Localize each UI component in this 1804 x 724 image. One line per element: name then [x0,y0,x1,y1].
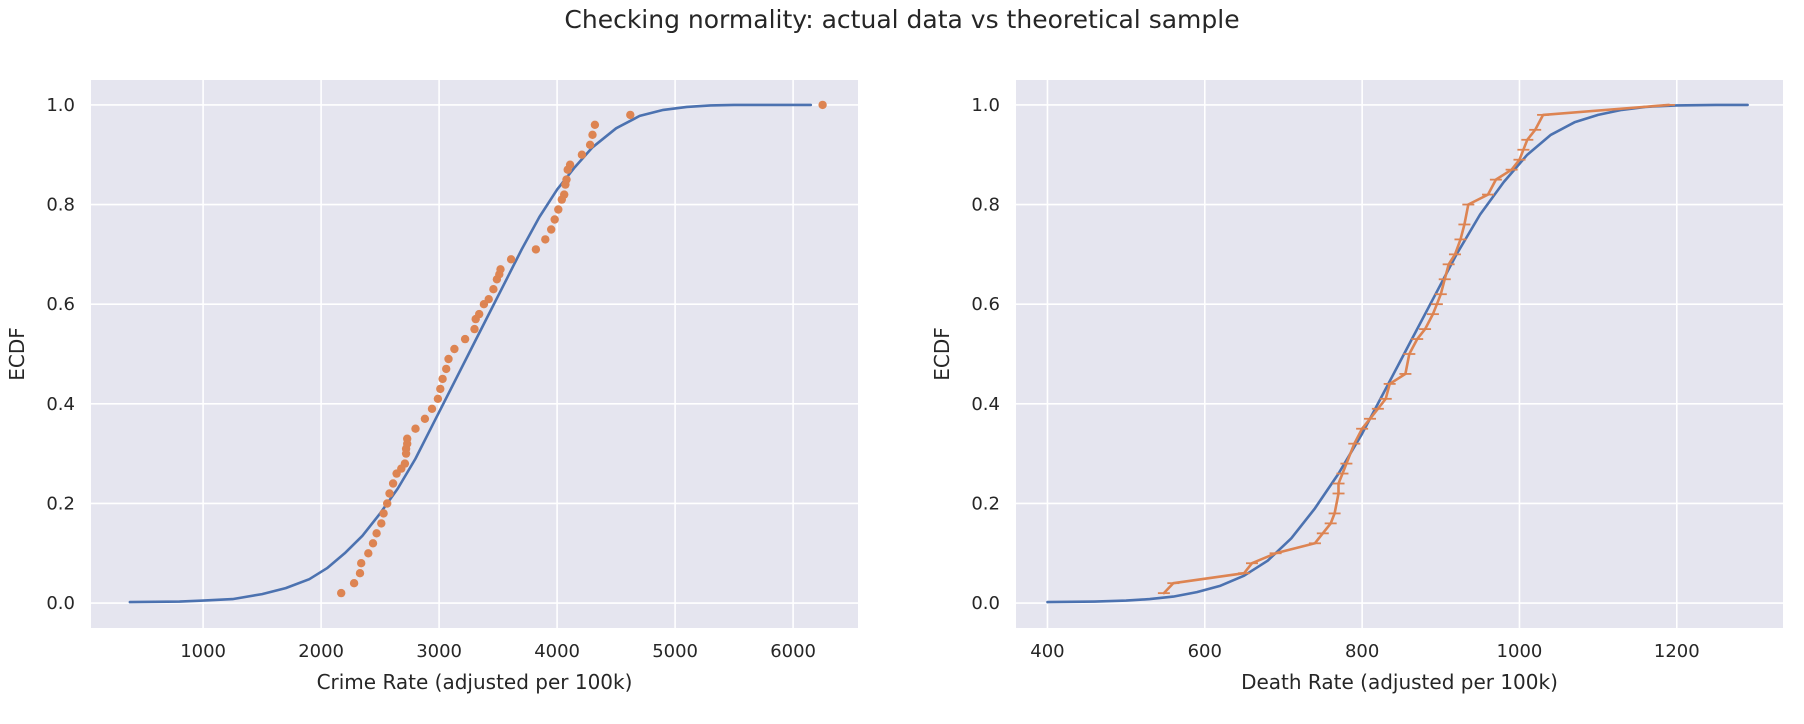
actual-data-point [364,549,373,558]
actual-data-point [337,588,346,598]
plot-area [91,80,858,628]
actual-data-point [531,245,541,254]
crime-rate-ecdf-chart: 1000 2000 3000 4000 5000 6000 0.0 0.2 0.4 0.6 0.8 1… [5,80,858,694]
actual-data-point [388,479,398,488]
y-tick-label: 0.6 [971,294,1000,315]
actual-data-point [355,569,365,578]
actual-data-point [484,295,493,304]
actual-data-point [550,215,559,224]
x-tick-label: 5000 [652,641,698,662]
y-tick-label: 0.2 [46,493,75,514]
theoretical-ecdf-line [128,103,813,604]
actual-data-point [379,509,388,518]
x-tick-label: 600 [1188,641,1222,662]
actual-data-point [506,255,516,264]
actual-data-point [547,225,556,234]
actual-data-point [554,205,563,214]
actual-data-point [626,110,635,120]
x-tick-label: 2000 [298,641,344,662]
y-tick-label: 0.0 [971,593,1000,614]
x-axis-label: Crime Rate (adjusted per 100k) [317,670,633,694]
actual-data-point [368,539,378,548]
actual-data-point [438,374,447,384]
y-tick-label: 1.0 [46,95,75,116]
actual-data-point [475,309,484,319]
actual-data-point [357,559,366,568]
x-tick-label: 400 [1030,641,1064,662]
actual-data-point [427,404,437,413]
x-tick-label: 1000 [1497,641,1543,662]
actual-data-point [590,120,600,129]
actual-data-point [489,285,498,294]
actual-data-point [562,175,571,184]
actual-data-point [400,459,410,468]
y-tick-label: 1.0 [971,95,1000,116]
actual-data-point [349,579,359,588]
actual-data-point [433,394,443,403]
actual-data-point [377,519,386,528]
x-tick-label: 4000 [534,641,580,662]
actual-data-point [460,334,470,344]
y-tick-label: 0.8 [46,195,75,216]
actual-data-point [383,499,392,508]
actual-data-point [577,150,587,159]
x-axis-label: Death Rate (adjusted per 100k) [1241,670,1558,694]
actual-data-point [436,384,445,394]
figure-title: Checking normality: actual data vs theor… [564,5,1239,34]
y-tick-label: 0.8 [971,195,1000,216]
actual-data-point [560,190,569,199]
death-rate-ecdf-chart: 400 600 800 1000 1200 0.0 0.2 0.4 0.6 0.8 1.0 Death… [930,80,1783,694]
plot-area [1016,80,1783,628]
x-tick-label: 6000 [770,641,816,662]
actual-data-point [818,100,827,110]
actual-data-point [442,364,451,374]
actual-data-point [470,324,479,334]
x-tick-label: 3000 [416,641,462,662]
actual-data-point [541,235,550,244]
actual-data-point [565,160,575,169]
actual-data-point [585,140,595,149]
y-tick-label: 0.4 [46,394,75,415]
y-axis-label: ECDF [5,327,29,381]
actual-data-point [496,265,505,274]
y-axis-label: ECDF [930,327,954,381]
y-tick-label: 0.2 [971,493,1000,514]
actual-data-point [411,424,420,433]
actual-data-point [385,489,394,498]
x-tick-label: 1000 [180,641,226,662]
x-tick-label: 800 [1345,641,1379,662]
actual-data-point [450,344,459,354]
theoretical-ecdf-line [1046,103,1749,604]
actual-data-point [588,130,597,139]
actual-data-point [420,414,430,423]
y-tick-label: 0.0 [46,593,75,614]
y-tick-label: 0.6 [46,294,75,315]
x-tick-label: 1200 [1654,641,1700,662]
y-tick-label: 0.4 [971,394,1000,415]
actual-data-point [372,529,381,538]
actual-data-point [444,354,453,364]
actual-data-point [403,434,412,443]
